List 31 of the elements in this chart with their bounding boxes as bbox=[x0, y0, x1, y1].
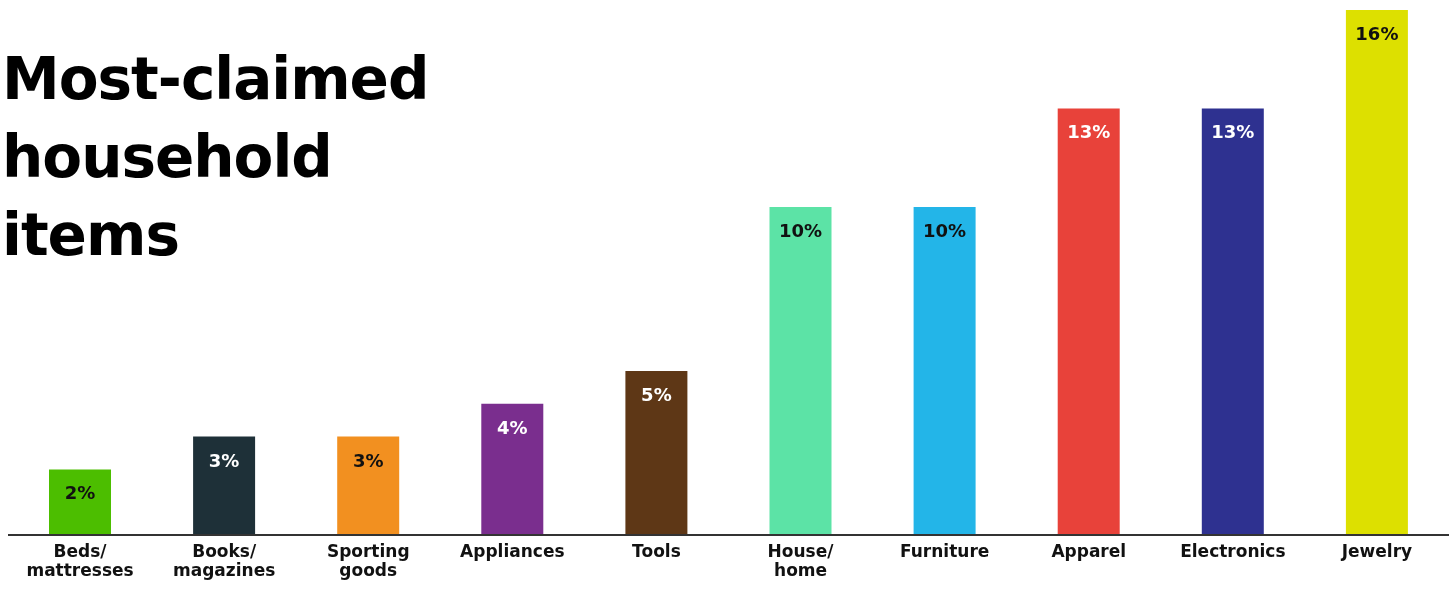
bar bbox=[481, 403, 544, 535]
x-tick-label: Appliances bbox=[460, 541, 565, 561]
data-label: 10% bbox=[778, 219, 823, 241]
data-label: 5% bbox=[641, 383, 672, 405]
x-tick-label: Jewelry bbox=[1340, 541, 1413, 561]
bar bbox=[625, 370, 688, 535]
bar bbox=[913, 206, 976, 535]
x-tick-label: Apparel bbox=[1051, 541, 1127, 561]
data-label: 4% bbox=[497, 416, 528, 438]
text: Most-claimed household items bbox=[2, 44, 430, 271]
x-tick-label: Furniture bbox=[899, 541, 990, 561]
data-label: 13% bbox=[1211, 121, 1255, 143]
data-label: 10% bbox=[923, 219, 967, 241]
bar bbox=[49, 469, 111, 535]
bar bbox=[769, 206, 832, 535]
bar bbox=[337, 436, 400, 535]
data-label: 3% bbox=[208, 449, 240, 471]
data-label: 2% bbox=[64, 482, 96, 504]
x-tick-label: Beds/mattresses bbox=[26, 541, 134, 580]
bar bbox=[1201, 108, 1264, 535]
x-tick-label: Books/magazines bbox=[172, 541, 276, 580]
x-tick-label: Sporting goods bbox=[326, 541, 410, 580]
x-tick-label: Tools bbox=[632, 541, 681, 561]
x-tick-label: Electronics bbox=[1180, 541, 1286, 561]
data-label: 16% bbox=[1355, 23, 1399, 44]
x-tick-label: House/home bbox=[767, 541, 835, 580]
bar bbox=[1057, 108, 1120, 535]
data-label: 3% bbox=[352, 449, 384, 471]
bar bbox=[1345, 10, 1408, 535]
bar bbox=[193, 436, 256, 535]
data-label: 13% bbox=[1067, 121, 1111, 143]
